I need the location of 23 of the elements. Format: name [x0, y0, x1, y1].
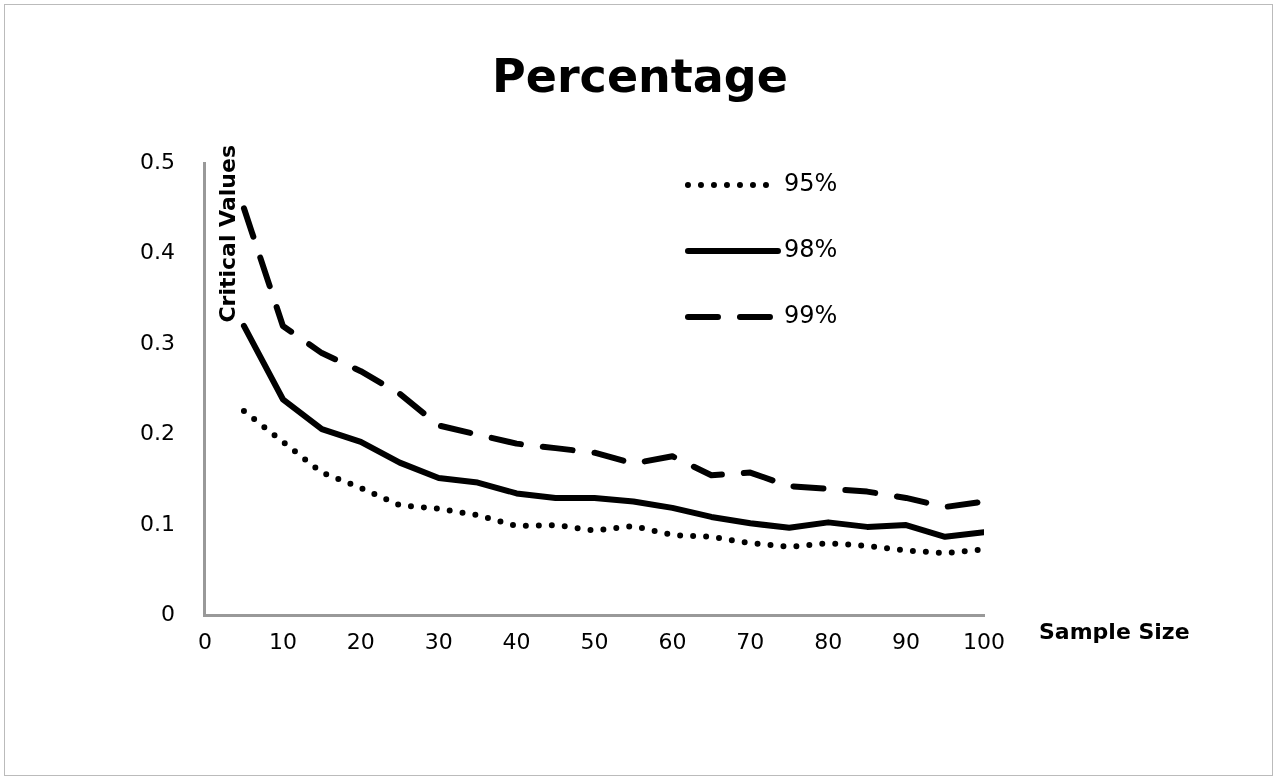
y-tick-label: 0.1: [139, 510, 175, 536]
legend-label: 99%: [783, 301, 838, 330]
x-tick-label: 40: [502, 628, 531, 654]
x-tick-label: 70: [736, 628, 765, 654]
y-tick-label: 0.5: [139, 148, 175, 174]
chart-title: Percentage: [492, 48, 788, 103]
x-tick-label: 90: [892, 628, 921, 654]
legend-label: 98%: [783, 235, 838, 264]
x-tick-label: 80: [814, 628, 843, 654]
y-tick-label: 0.4: [139, 239, 175, 265]
y-tick-label: 0.2: [139, 420, 175, 446]
x-tick-label: 100: [963, 628, 1005, 654]
x-axis-title: Sample Size: [1039, 619, 1190, 645]
x-tick-label: 10: [268, 628, 297, 654]
x-tick-label: 50: [580, 628, 609, 654]
x-tick-label: 30: [424, 628, 453, 654]
y-tick-label: 0.3: [139, 329, 175, 355]
legend-label: 95%: [783, 169, 838, 198]
y-axis-title: Critical Values: [214, 145, 240, 323]
y-tick-label: 0: [160, 601, 175, 627]
x-tick-label: 0: [197, 628, 212, 654]
x-tick-label: 60: [658, 628, 687, 654]
x-tick-label: 20: [346, 628, 375, 654]
